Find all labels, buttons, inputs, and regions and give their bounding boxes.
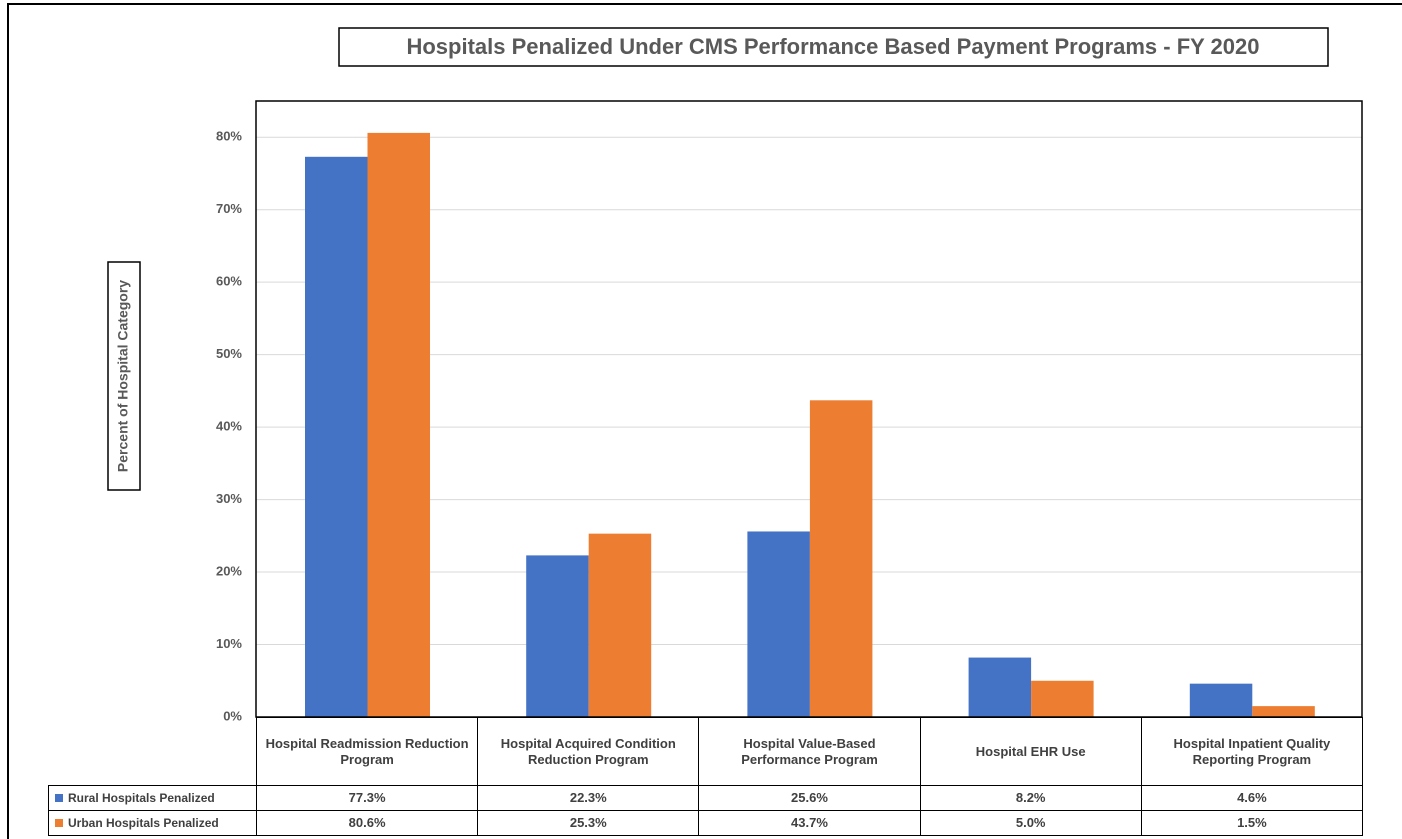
value-cell: 43.7% (698, 810, 921, 836)
bar (1031, 680, 1094, 717)
legend-key (55, 819, 63, 827)
y-tick-label: 50% (216, 346, 242, 361)
value-cell: 25.6% (698, 785, 921, 811)
legend-label: Rural Hospitals Penalized (68, 791, 215, 805)
value-cell: 80.6% (256, 810, 479, 836)
value-cell: 8.2% (919, 785, 1142, 811)
legend-cell: Rural Hospitals Penalized (48, 785, 257, 811)
value-cell: 5.0% (919, 810, 1142, 836)
category-cell: Hospital Inpatient Quality Reporting Pro… (1140, 717, 1363, 786)
category-cell: Hospital Acquired Condition Reduction Pr… (477, 717, 700, 786)
category-cell: Hospital EHR Use (919, 717, 1142, 786)
bar (809, 400, 873, 717)
bar (588, 533, 652, 717)
bar (526, 555, 589, 717)
y-axis-label: Percent of Hospital Category (115, 280, 131, 472)
y-tick-label: 0% (223, 708, 242, 723)
value-cell: 22.3% (477, 785, 700, 811)
category-cell: Hospital Readmission Reduction Program (256, 717, 479, 786)
y-tick-label: 70% (216, 201, 242, 216)
value-cell: 1.5% (1140, 810, 1363, 836)
y-tick-label: 20% (216, 563, 242, 578)
y-tick-label: 60% (216, 274, 242, 289)
legend-cell: Urban Hospitals Penalized (48, 810, 257, 836)
y-tick-label: 40% (216, 419, 242, 434)
legend-label: Urban Hospitals Penalized (68, 816, 219, 830)
bar (1252, 706, 1315, 717)
y-tick-label: 30% (216, 491, 242, 506)
legend-key (55, 794, 63, 802)
category-cell: Hospital Value-Based Performance Program (698, 717, 921, 786)
y-tick-label: 10% (216, 636, 242, 651)
chart-frame (7, 3, 1402, 839)
y-label-box (107, 261, 141, 491)
bar (968, 657, 1032, 717)
chart-title: Hospitals Penalized Under CMS Performanc… (406, 34, 1259, 59)
value-cell: 4.6% (1140, 785, 1363, 811)
y-tick-label: 80% (216, 129, 242, 144)
title-box (338, 27, 1329, 67)
value-cell: 77.3% (256, 785, 479, 811)
bar (1189, 683, 1253, 717)
bar (367, 132, 430, 717)
bars (305, 132, 1315, 717)
value-cell: 25.3% (477, 810, 700, 836)
bar (305, 156, 368, 717)
bar (747, 531, 810, 717)
